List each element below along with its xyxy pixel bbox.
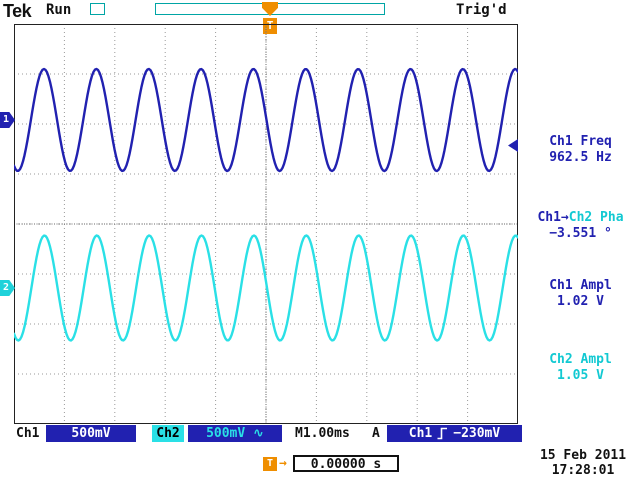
trigger-readout: Ch1 −230mV [387, 425, 522, 442]
measurement-value: −3.551 ° [549, 226, 612, 241]
horizontal-position-marker: T [263, 457, 277, 471]
ch2-ground-marker: 2 [0, 280, 15, 296]
acquisition-indicator-box [90, 3, 105, 15]
ch1-scale-readout: 500mV [46, 425, 136, 442]
measurement-label: Ch2 Ampl [549, 352, 612, 367]
waveform-svg [14, 24, 518, 424]
measurement-label: Ch1→Ch2 Pha [537, 210, 624, 225]
measurement-value: 1.02 V [557, 294, 604, 309]
measurement-label: Ch1 Freq [549, 134, 612, 149]
ch2-scale-readout: 500mV ∿ [188, 425, 282, 442]
horizontal-position-readout: 0.00000 s [293, 455, 399, 472]
tek-logo: Tek [3, 1, 32, 21]
ch2-readout-label: Ch2 [152, 425, 184, 442]
measurement-ch1-freq: Ch1 Freq 962.5 Hz [521, 134, 640, 166]
ac-coupling-sine-icon: ∿ [253, 426, 264, 441]
graticule [14, 24, 518, 424]
right-arrow-icon: → [279, 456, 287, 471]
trigger-level-value: −230mV [453, 426, 501, 441]
measurement-ch1-ampl: Ch1 Ampl 1.02 V [521, 278, 640, 310]
ch1-readout-label: Ch1 [16, 426, 40, 441]
measurement-label: Ch1 Ampl [549, 278, 612, 293]
measurement-value: 962.5 Hz [549, 150, 612, 165]
measurement-phase: Ch1→Ch2 Pha −3.551 ° [521, 210, 640, 242]
trigger-status: Trig'd [456, 2, 507, 18]
trigger-source-label: Ch1 [408, 426, 433, 441]
date: 15 Feb 2011 [539, 448, 627, 463]
datetime: 15 Feb 2011 17:28:01 [528, 448, 638, 478]
ch1-ground-marker: 1 [0, 112, 15, 128]
time: 17:28:01 [551, 463, 615, 478]
measurement-ch2-ampl: Ch2 Ampl 1.05 V [521, 352, 640, 384]
acquisition-state: Run [46, 2, 72, 18]
rising-edge-icon [437, 427, 448, 440]
trigger-level-marker [508, 139, 518, 152]
measurement-value: 1.05 V [557, 368, 604, 383]
trigger-mode-label: A [372, 426, 380, 441]
timebase-readout: M1.00ms [295, 426, 350, 441]
